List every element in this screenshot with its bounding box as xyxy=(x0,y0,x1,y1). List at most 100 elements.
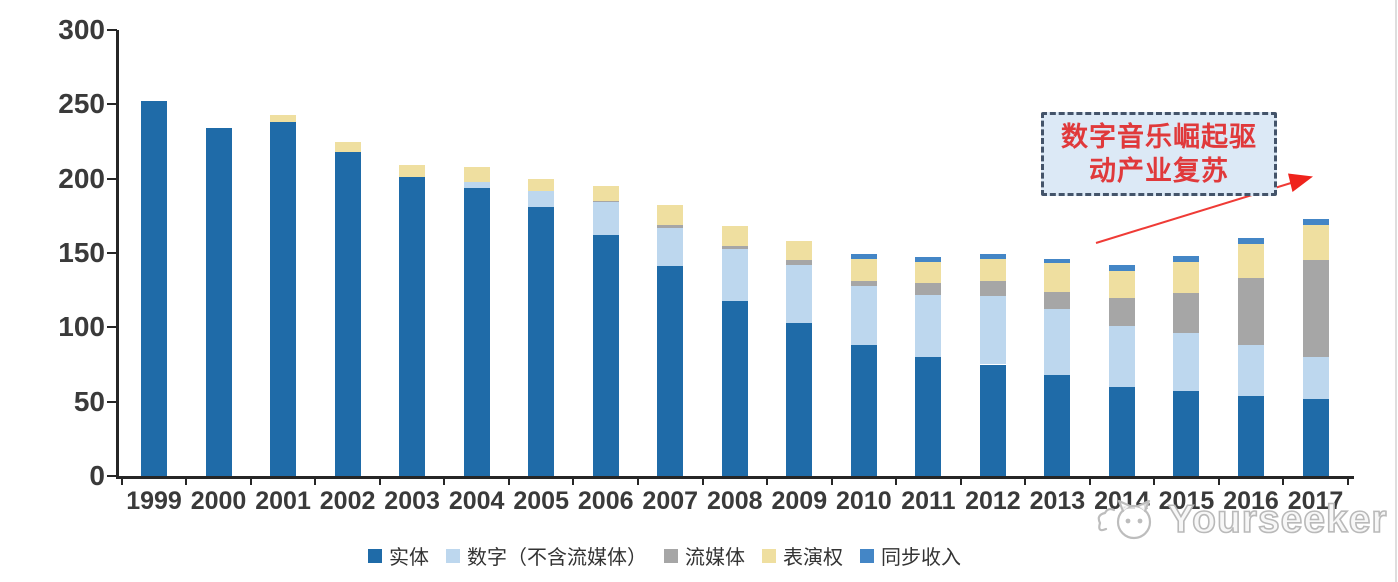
bar-2013-series3 xyxy=(1044,263,1071,292)
bar-2011-series0 xyxy=(915,357,942,476)
legend-label-3: 表演权 xyxy=(783,547,843,569)
bar-2011-series4 xyxy=(915,257,942,262)
legend-swatch-2 xyxy=(664,548,678,563)
bar-2001-series0 xyxy=(270,122,297,476)
bar-2011-series1 xyxy=(915,294,942,358)
bar-2012-series0 xyxy=(979,364,1006,476)
bar-2014-series4 xyxy=(1108,264,1135,271)
bar-2016-series1 xyxy=(1238,345,1264,396)
bar-2011-series2 xyxy=(915,282,942,295)
bar-2002-series3 xyxy=(334,141,361,152)
legend-item-2: 流媒体 xyxy=(664,541,745,570)
x-tick-mark-5 xyxy=(443,476,446,485)
watermark: Yourseeker xyxy=(1092,497,1388,543)
bar-2006-series3 xyxy=(592,186,619,201)
x-tick-label-2009: 2009 xyxy=(771,487,828,515)
x-tick-mark-14 xyxy=(1024,476,1027,485)
bar-2016-series0 xyxy=(1238,395,1264,476)
x-tick-mark-7 xyxy=(572,476,575,485)
legend-item-3: 表演权 xyxy=(762,541,843,570)
bar-2008-series2 xyxy=(721,245,748,249)
bar-2016-series4 xyxy=(1238,238,1264,245)
y-tick-label-150: 150 xyxy=(58,237,105,268)
bar-2017-series1 xyxy=(1302,357,1329,399)
yourseeker-cat-logo-icon xyxy=(1097,499,1152,540)
bar-2004-series0 xyxy=(463,187,490,476)
y-tick-mark-200 xyxy=(107,177,117,180)
bar-2015-series3 xyxy=(1173,261,1200,294)
bar-2012-series3 xyxy=(979,258,1006,282)
x-tick-label-1999: 1999 xyxy=(126,487,182,515)
legend-label-2: 流媒体 xyxy=(685,547,745,569)
x-tick-label-2015: 2015 xyxy=(1158,487,1215,515)
x-tick-label-2008: 2008 xyxy=(706,487,763,515)
x-tick-mark-13 xyxy=(959,476,962,485)
bar-2005-series1 xyxy=(528,190,555,207)
y-tick-label-250: 250 xyxy=(58,88,105,120)
x-tick-mark-9 xyxy=(701,476,704,485)
x-tick-mark-3 xyxy=(314,476,317,485)
bar-2010-series3 xyxy=(850,258,877,282)
legend-item-4: 同步收入 xyxy=(860,541,961,570)
y-tick-mark-250 xyxy=(107,103,117,106)
bar-2015-series4 xyxy=(1173,255,1200,262)
bar-2012-series2 xyxy=(979,281,1006,297)
y-tick-mark-0 xyxy=(107,475,117,477)
bar-2003-series3 xyxy=(399,165,426,178)
bar-2009-series0 xyxy=(786,322,813,476)
x-tick-mark-16 xyxy=(1153,476,1156,485)
legend-label-4: 同步收入 xyxy=(881,547,961,569)
x-tick-mark-19 xyxy=(1346,476,1349,485)
bar-2007-series0 xyxy=(657,266,684,476)
bar-2010-series1 xyxy=(850,285,877,346)
y-tick-label-100: 100 xyxy=(58,311,105,343)
legend-swatch-3 xyxy=(762,548,776,563)
bar-2009-series3 xyxy=(786,241,813,261)
x-tick-label-2005: 2005 xyxy=(513,487,569,515)
bar-2008-series0 xyxy=(721,300,748,476)
x-tick-mark-12 xyxy=(895,476,898,485)
x-tick-label-2010: 2010 xyxy=(836,487,892,515)
x-tick-label-2002: 2002 xyxy=(319,487,376,515)
bar-2014-series0 xyxy=(1108,386,1135,476)
bar-2007-series2 xyxy=(657,224,684,228)
x-tick-mark-15 xyxy=(1088,476,1091,485)
bar-2012-series1 xyxy=(979,296,1006,365)
x-tick-label-2006: 2006 xyxy=(577,487,634,515)
bar-2017-series3 xyxy=(1302,224,1329,261)
x-tick-mark-17 xyxy=(1217,476,1220,485)
bar-2008-series3 xyxy=(721,226,748,246)
x-tick-label-2003: 2003 xyxy=(384,487,440,515)
bar-2005-series0 xyxy=(528,206,555,476)
x-tick-mark-6 xyxy=(507,476,510,485)
bar-2013-series0 xyxy=(1044,374,1071,476)
x-tick-label-2004: 2004 xyxy=(448,487,505,515)
x-tick-label-2007: 2007 xyxy=(642,487,699,515)
bar-2007-series1 xyxy=(657,227,684,267)
y-tick-mark-100 xyxy=(107,326,117,329)
x-tick-mark-11 xyxy=(830,476,833,485)
x-tick-label-2016: 2016 xyxy=(1223,487,1279,515)
bar-2014-series3 xyxy=(1108,270,1135,298)
bar-2013-series1 xyxy=(1044,309,1071,375)
bar-2009-series1 xyxy=(786,264,813,323)
bar-2007-series3 xyxy=(657,205,684,225)
bar-2012-series4 xyxy=(979,254,1006,259)
x-tick-label-2012: 2012 xyxy=(965,487,1021,515)
screenshot-right-edge xyxy=(1395,0,1397,582)
y-tick-mark-150 xyxy=(107,252,117,254)
bar-2017-series0 xyxy=(1302,398,1329,476)
legend-swatch-0 xyxy=(368,548,382,563)
legend-label-1: 数字（不含流媒体） xyxy=(467,547,647,569)
x-tick-label-2011: 2011 xyxy=(901,487,956,515)
bar-2004-series3 xyxy=(463,166,490,182)
y-tick-label-300: 300 xyxy=(58,14,105,45)
legend-swatch-1 xyxy=(446,548,460,563)
bar-2010-series0 xyxy=(850,345,877,476)
annotation-text-line2: 动产业复苏 xyxy=(1089,156,1229,186)
x-tick-mark-2 xyxy=(249,476,252,485)
bar-2015-series0 xyxy=(1173,391,1200,476)
x-tick-mark-0 xyxy=(120,476,123,485)
bar-2015-series2 xyxy=(1173,293,1200,334)
legend-item-0: 实体 xyxy=(368,541,429,570)
